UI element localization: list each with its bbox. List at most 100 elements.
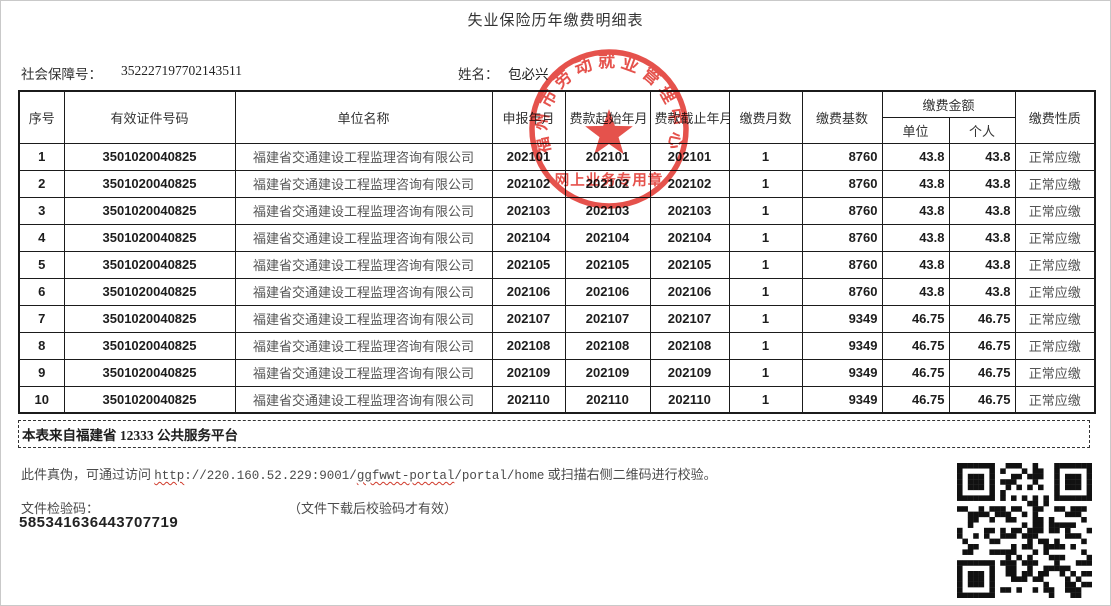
check-code-value: 585341636443707719 <box>19 514 179 531</box>
cell-months: 1 <box>728 331 803 360</box>
check-code-note: （文件下载后校验码才有效） <box>288 501 458 516</box>
cell-seq: 4 <box>18 223 65 252</box>
cell-company: 福建省交通建设工程监理咨询有限公司 <box>234 142 493 171</box>
cell-base: 8760 <box>801 169 883 198</box>
table-row: 8 3501020040825 福建省交通建设工程监理咨询有限公司 202108 202… <box>18 331 1096 360</box>
cell-declare-month: 202110 <box>491 385 566 414</box>
cell-personal-amount: 43.8 <box>948 277 1016 306</box>
cell-id-number: 3501020040825 <box>63 169 236 198</box>
table-row: 9 3501020040825 福建省交通建设工程监理咨询有限公司 202109 202… <box>18 358 1096 387</box>
header-base: 缴费基数 <box>801 90 883 144</box>
cell-seq: 2 <box>18 169 65 198</box>
table-row: 4 3501020040825 福建省交通建设工程监理咨询有限公司 202104 202… <box>18 223 1096 252</box>
cell-id-number: 3501020040825 <box>63 196 236 225</box>
cell-declare-month: 202107 <box>491 304 566 333</box>
cell-base: 8760 <box>801 223 883 252</box>
table-header-row: 序号 有效证件号码 单位名称 申报年月 费款起始年月 费款截止年月 缴费月数 缴… <box>18 90 1096 144</box>
table-row: 5 3501020040825 福建省交通建设工程监理咨询有限公司 202105 202… <box>18 250 1096 279</box>
cell-nature: 正常应缴 <box>1014 358 1096 387</box>
cell-unit-amount: 43.8 <box>881 277 950 306</box>
table-row: 10 3501020040825 福建省交通建设工程监理咨询有限公司 202110 20… <box>18 385 1096 414</box>
cell-start-month: 202107 <box>564 304 651 333</box>
table-row: 3 3501020040825 福建省交通建设工程监理咨询有限公司 202103 202… <box>18 196 1096 225</box>
cell-nature: 正常应缴 <box>1014 304 1096 333</box>
cell-id-number: 3501020040825 <box>63 331 236 360</box>
cell-nature: 正常应缴 <box>1014 142 1096 171</box>
verify-prefix: 此件真伪，可通过访问 <box>21 467 155 482</box>
cell-months: 1 <box>728 277 803 306</box>
page-title: 失业保险历年缴费明细表 <box>467 13 644 29</box>
cell-declare-month: 202109 <box>491 358 566 387</box>
cell-end-month: 202101 <box>649 142 730 171</box>
cell-declare-month: 202105 <box>491 250 566 279</box>
cell-start-month: 202106 <box>564 277 651 306</box>
cell-base: 8760 <box>801 250 883 279</box>
cell-end-month: 202106 <box>649 277 730 306</box>
cell-company: 福建省交通建设工程监理咨询有限公司 <box>234 358 493 387</box>
cell-base: 8760 <box>801 142 883 171</box>
cell-start-month: 202108 <box>564 331 651 360</box>
cell-seq: 9 <box>18 358 65 387</box>
header-months: 缴费月数 <box>728 90 803 144</box>
cell-seq: 7 <box>18 304 65 333</box>
cell-months: 1 <box>728 223 803 252</box>
cell-start-month: 202105 <box>564 250 651 279</box>
cell-id-number: 3501020040825 <box>63 250 236 279</box>
cell-nature: 正常应缴 <box>1014 196 1096 225</box>
cell-base: 8760 <box>801 196 883 225</box>
cell-months: 1 <box>728 169 803 198</box>
header-amount: 缴费金额 <box>881 90 1016 118</box>
verification-instruction: 此件真伪，可通过访问 http://220.160.52.229:9001/gg… <box>21 467 717 483</box>
cell-nature: 正常应缴 <box>1014 223 1096 252</box>
source-notice-box: 本表来自福建省 12333 公共服务平台 <box>18 420 1090 448</box>
header-amount-personal: 个人 <box>948 116 1016 144</box>
cell-personal-amount: 43.8 <box>948 196 1016 225</box>
header-declare-month: 申报年月 <box>491 90 566 144</box>
header-seq: 序号 <box>18 90 65 144</box>
table-row: 2 3501020040825 福建省交通建设工程监理咨询有限公司 202102 202… <box>18 169 1096 198</box>
cell-personal-amount: 43.8 <box>948 142 1016 171</box>
header-nature: 缴费性质 <box>1014 90 1096 144</box>
cell-unit-amount: 43.8 <box>881 196 950 225</box>
header-start-month: 费款起始年月 <box>564 90 651 144</box>
cell-id-number: 3501020040825 <box>63 385 236 414</box>
cell-unit-amount: 43.8 <box>881 169 950 198</box>
cell-nature: 正常应缴 <box>1014 169 1096 198</box>
cell-company: 福建省交通建设工程监理咨询有限公司 <box>234 250 493 279</box>
check-code-label: 文件检验码： <box>21 501 100 516</box>
cell-personal-amount: 43.8 <box>948 169 1016 198</box>
cell-base: 8760 <box>801 277 883 306</box>
cell-company: 福建省交通建设工程监理咨询有限公司 <box>234 169 493 198</box>
cell-unit-amount: 43.8 <box>881 142 950 171</box>
cell-id-number: 3501020040825 <box>63 304 236 333</box>
cell-seq: 8 <box>18 331 65 360</box>
cell-personal-amount: 46.75 <box>948 331 1016 360</box>
cell-company: 福建省交通建设工程监理咨询有限公司 <box>234 385 493 414</box>
cell-nature: 正常应缴 <box>1014 385 1096 414</box>
social-security-number-label: 社会保障号： <box>21 67 102 82</box>
verify-suffix: 或扫描右侧二维码进行校验。 <box>544 467 717 482</box>
payment-history-table: 序号 有效证件号码 单位名称 申报年月 费款起始年月 费款截止年月 缴费月数 缴… <box>18 90 1097 414</box>
cell-start-month: 202102 <box>564 169 651 198</box>
cell-start-month: 202101 <box>564 142 651 171</box>
cell-end-month: 202102 <box>649 169 730 198</box>
table-row: 1 3501020040825 福建省交通建设工程监理咨询有限公司 202101 202… <box>18 142 1096 171</box>
cell-months: 1 <box>728 196 803 225</box>
cell-base: 9349 <box>801 331 883 360</box>
cell-unit-amount: 46.75 <box>881 304 950 333</box>
cell-declare-month: 202103 <box>491 196 566 225</box>
header-id-number: 有效证件号码 <box>63 90 236 144</box>
cell-nature: 正常应缴 <box>1014 277 1096 306</box>
cell-base: 9349 <box>801 358 883 387</box>
cell-nature: 正常应缴 <box>1014 250 1096 279</box>
cell-months: 1 <box>728 250 803 279</box>
cell-unit-amount: 46.75 <box>881 385 950 414</box>
table-row: 7 3501020040825 福建省交通建设工程监理咨询有限公司 202107 202… <box>18 304 1096 333</box>
cell-company: 福建省交通建设工程监理咨询有限公司 <box>234 304 493 333</box>
cell-id-number: 3501020040825 <box>63 223 236 252</box>
cell-end-month: 202109 <box>649 358 730 387</box>
cell-end-month: 202103 <box>649 196 730 225</box>
cell-seq: 1 <box>18 142 65 171</box>
cell-months: 1 <box>728 358 803 387</box>
cell-months: 1 <box>728 385 803 414</box>
